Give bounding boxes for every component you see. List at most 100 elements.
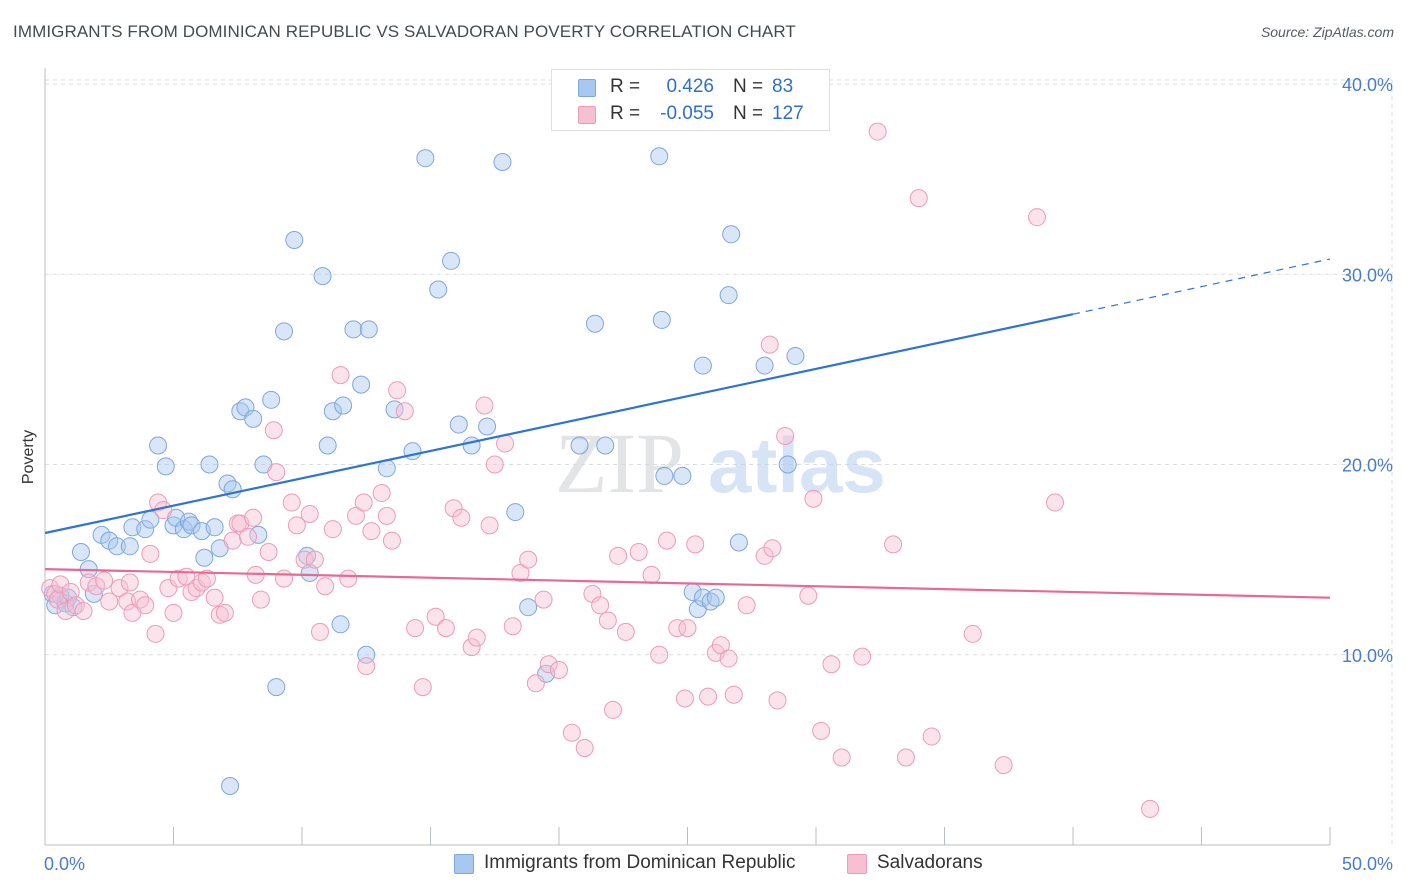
data-point	[251, 590, 270, 609]
data-point	[346, 506, 365, 525]
data-point	[323, 402, 342, 421]
legend: R = 0.426 N = 83 R = -0.055 N = 127	[551, 69, 830, 131]
data-point	[442, 251, 461, 270]
watermark-atlas: atlas	[708, 421, 886, 509]
data-point	[1028, 208, 1047, 227]
data-point	[896, 748, 915, 767]
data-point	[503, 617, 522, 636]
data-point	[244, 508, 263, 527]
trend-lines	[44, 258, 1331, 599]
data-point	[737, 596, 756, 615]
data-point	[462, 436, 481, 455]
data-point	[655, 466, 674, 485]
data-point	[526, 674, 545, 693]
data-point	[519, 550, 538, 569]
legend-r-value: 0.426	[666, 76, 714, 97]
data-point	[182, 516, 201, 535]
data-point	[107, 537, 126, 556]
data-point	[413, 678, 432, 697]
data-point	[344, 320, 363, 339]
data-point	[804, 489, 823, 508]
y-tick-label: 40.0%	[1342, 75, 1393, 95]
bottom-legend-swatch-dominican	[454, 854, 474, 874]
data-point	[221, 777, 240, 796]
data-point	[267, 678, 286, 697]
data-point	[812, 721, 831, 740]
data-point	[485, 455, 504, 474]
data-point	[205, 588, 224, 607]
data-point	[388, 381, 407, 400]
data-point	[909, 189, 928, 208]
data-point	[467, 628, 486, 647]
data-point	[478, 417, 497, 436]
data-point	[282, 493, 301, 512]
data-point	[822, 655, 841, 674]
data-point	[318, 436, 337, 455]
data-point	[426, 607, 445, 626]
data-point	[799, 586, 818, 605]
data-point	[331, 615, 350, 634]
y-tick-label: 30.0%	[1342, 265, 1393, 285]
data-point	[922, 727, 941, 746]
watermark-zip: ZIP	[555, 415, 684, 511]
y-tick-label: 20.0%	[1342, 456, 1393, 476]
data-point	[295, 550, 314, 569]
y-tick-label: 10.0%	[1342, 646, 1393, 666]
data-point	[95, 571, 114, 590]
chart-title: IMMIGRANTS FROM DOMINICAN REPUBLIC VS SA…	[13, 22, 796, 41]
data-point	[416, 149, 435, 168]
data-point	[629, 543, 648, 562]
data-point	[218, 474, 237, 493]
data-point	[598, 611, 617, 630]
data-point	[652, 310, 671, 329]
trend-line-dominican-extension	[1072, 258, 1331, 315]
x-tick-label: 50.0%	[1342, 854, 1393, 874]
data-point	[197, 569, 216, 588]
data-point	[262, 390, 281, 409]
data-point	[149, 436, 168, 455]
data-point	[506, 503, 525, 522]
data-point	[719, 286, 738, 305]
data-point	[436, 619, 455, 638]
data-point	[642, 565, 661, 584]
trend-line-salvadoran	[44, 568, 1331, 599]
data-point	[200, 455, 219, 474]
data-point	[305, 550, 324, 569]
data-point	[354, 493, 373, 512]
bottom-legend-swatch-salvadoran	[847, 854, 867, 874]
data-point	[267, 463, 286, 482]
data-point	[51, 575, 70, 594]
data-point	[223, 531, 242, 550]
legend-swatch-dominican	[578, 79, 596, 97]
data-point	[156, 457, 175, 476]
data-point	[868, 122, 887, 141]
data-point	[760, 335, 779, 354]
data-point	[334, 396, 353, 415]
legend-n-value: 83	[772, 76, 794, 97]
data-point	[275, 322, 294, 341]
x-tick-label: 0.0%	[44, 854, 85, 874]
data-point	[352, 375, 371, 394]
data-point	[768, 691, 787, 710]
data-point	[359, 320, 378, 339]
axes	[44, 68, 1331, 846]
data-point	[323, 520, 342, 539]
data-point	[331, 366, 350, 385]
data-point	[239, 527, 258, 546]
data-point	[832, 748, 851, 767]
legend-row-salvadoran: R = -0.055 N = 127	[552, 102, 829, 128]
legend-n-value: 127	[772, 103, 804, 124]
y-axis-label: Poverty	[20, 430, 37, 484]
data-point	[316, 577, 335, 596]
data-point	[755, 356, 774, 375]
data-point	[668, 619, 687, 638]
data-point	[657, 531, 676, 550]
data-point	[300, 563, 319, 582]
data-point	[164, 603, 183, 622]
legend-r-label: R =	[610, 76, 641, 97]
watermark: ZIP atlas	[555, 415, 886, 511]
data-point	[313, 267, 332, 286]
data-point	[480, 516, 499, 535]
data-point	[585, 314, 604, 333]
data-point	[763, 539, 782, 558]
